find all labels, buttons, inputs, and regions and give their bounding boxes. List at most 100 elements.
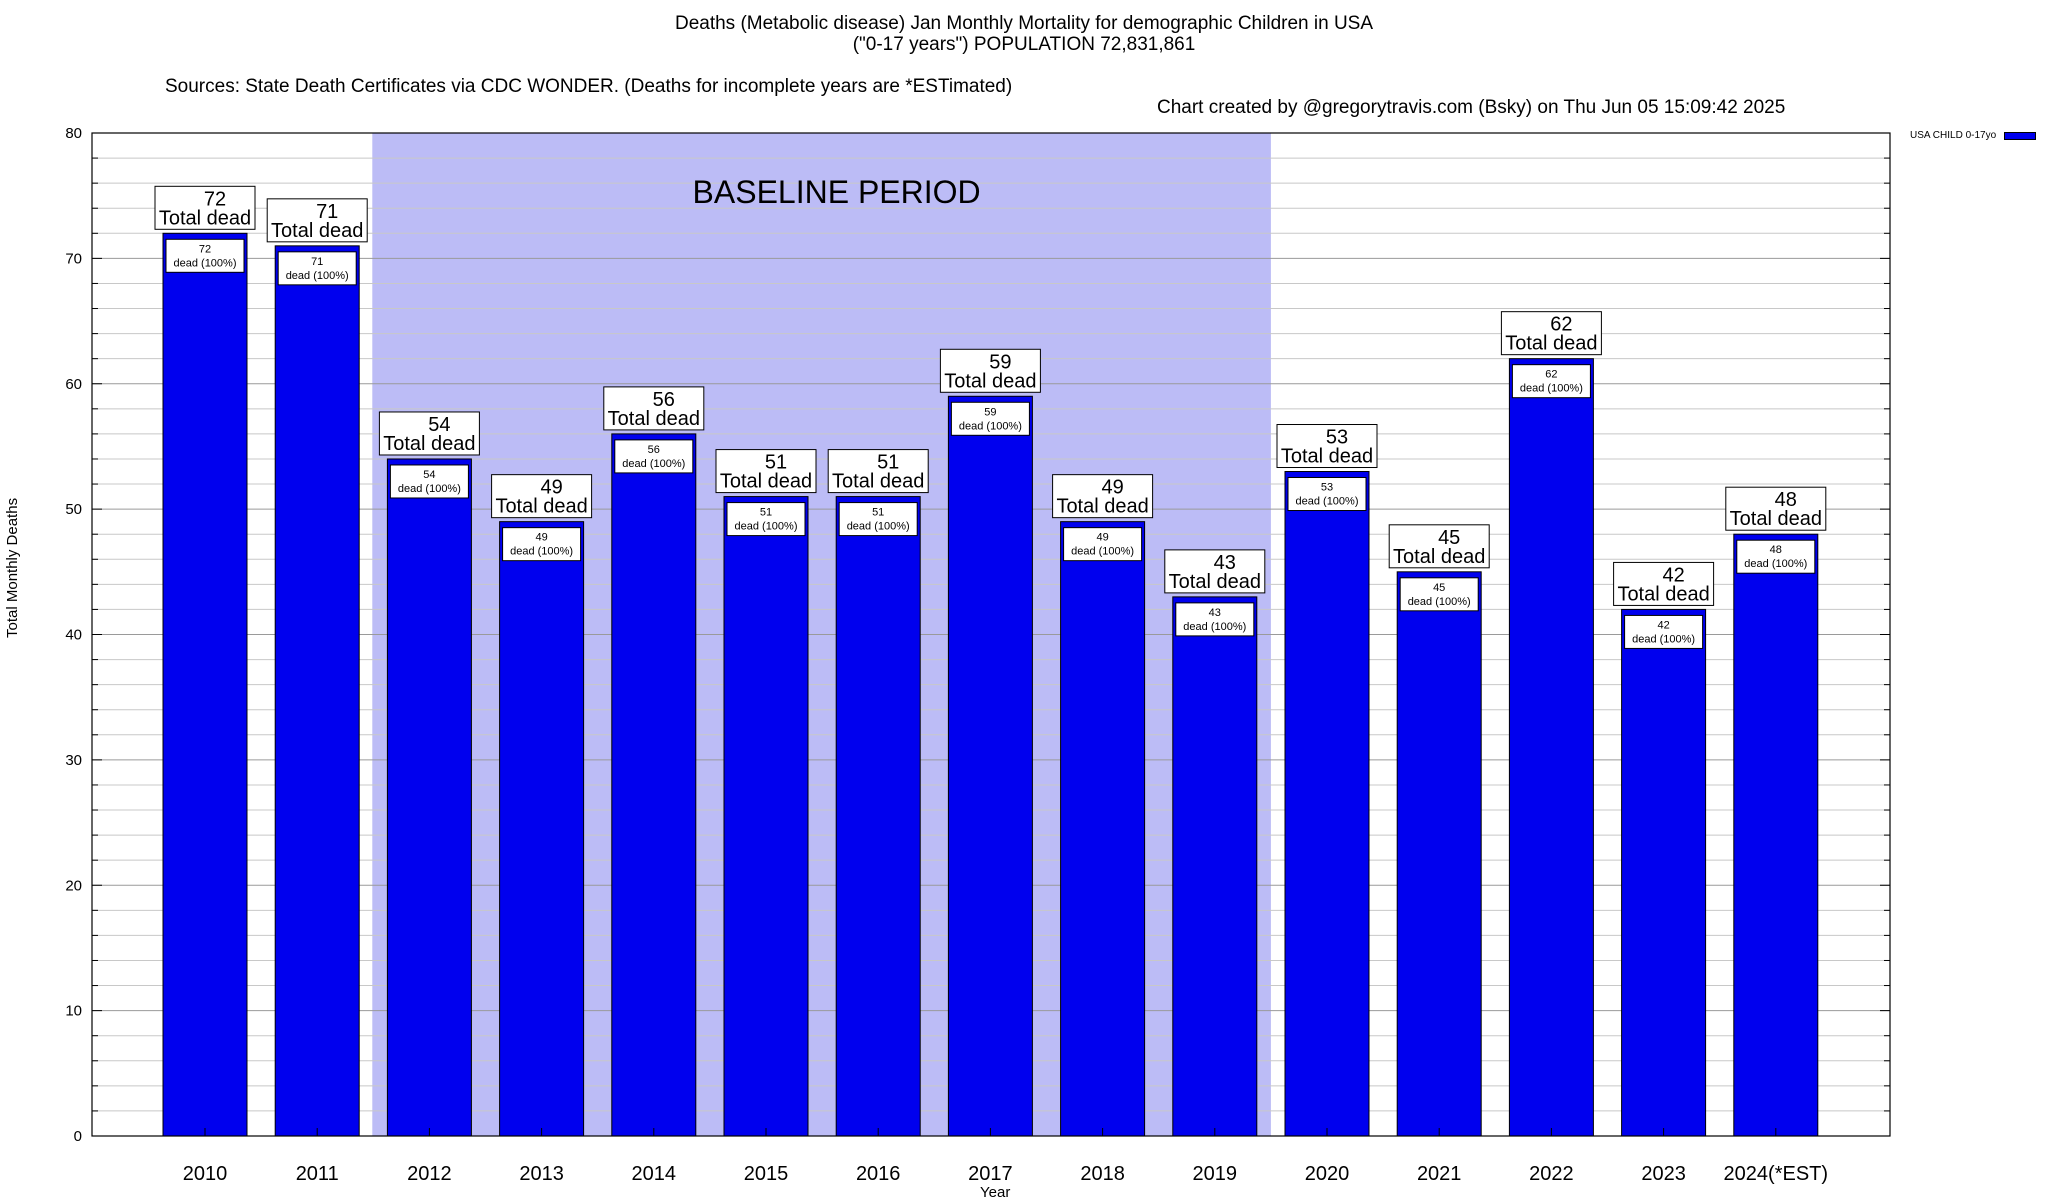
- bar-top-value: 59: [989, 351, 1011, 373]
- bar-top-label-box: [1276, 424, 1378, 469]
- bar-inner-value: 43: [1209, 607, 1221, 619]
- bar-inner-caption: dead (100%): [1632, 633, 1695, 645]
- bar-top-value: 45: [1438, 527, 1460, 549]
- bar-top-caption: Total dead: [832, 471, 924, 493]
- legend: USA CHILD 0-17yo: [1910, 130, 2037, 141]
- bar-top-label-box: [1500, 311, 1602, 356]
- bar-top-caption: Total dead: [1617, 583, 1709, 605]
- bar-inner-label-box: [1175, 602, 1255, 637]
- x-tick-label: 2021: [1417, 1163, 1462, 1185]
- bar-inner-caption: dead (100%): [398, 483, 461, 495]
- bar: [386, 458, 472, 1137]
- bar-top-caption: Total dead: [1281, 446, 1373, 468]
- x-tick-label: 2018: [1080, 1163, 1125, 1185]
- sources-note: Sources: State Death Certificates via CD…: [165, 76, 1013, 97]
- bar: [835, 496, 921, 1137]
- y-tick-label: 70: [65, 250, 82, 267]
- x-tick-label: 2012: [407, 1163, 452, 1185]
- bar-inner-caption: dead (100%): [510, 546, 573, 558]
- bar-inner-value: 49: [1096, 532, 1108, 544]
- bar-top-label-box: [1613, 561, 1715, 606]
- bar: [1060, 521, 1146, 1137]
- x-tick-label: 2015: [744, 1163, 789, 1185]
- bar-top-label-box: [1164, 549, 1266, 594]
- bar-inner-value: 62: [1545, 369, 1557, 381]
- y-tick-label: 40: [65, 627, 82, 644]
- y-tick-label: 60: [65, 376, 82, 393]
- bar-top-value: 54: [428, 414, 450, 436]
- bar-top-value: 48: [1775, 489, 1797, 511]
- chart-sources-line: Sources: State Death Certificates via CD…: [0, 55, 1785, 118]
- bar-inner-label-box: [1063, 527, 1143, 562]
- x-tick-label: 2019: [1193, 1163, 1238, 1185]
- bar: [162, 232, 248, 1137]
- bar-top-value: 49: [540, 477, 562, 499]
- bar-inner-label-box: [502, 527, 582, 562]
- bar: [1733, 533, 1819, 1137]
- bar-top-caption: Total dead: [1730, 508, 1822, 530]
- bar: [611, 433, 697, 1137]
- x-axis-label: Year: [980, 1184, 1011, 1201]
- y-tick-label: 0: [74, 1128, 82, 1145]
- bar-top-caption: Total dead: [495, 496, 587, 518]
- bar-inner-label-box: [614, 439, 694, 474]
- bar: [1621, 608, 1707, 1137]
- x-tick-label: 2013: [519, 1163, 564, 1185]
- bar-inner-label-box: [726, 502, 806, 537]
- bar-inner-caption: dead (100%): [1520, 383, 1583, 395]
- bar-top-caption: Total dead: [720, 471, 812, 493]
- x-tick-label: 2023: [1641, 1163, 1686, 1185]
- bar-top-caption: Total dead: [159, 207, 251, 229]
- x-tick-label: 2020: [1305, 1163, 1350, 1185]
- bar-top-value: 43: [1214, 552, 1236, 574]
- bar-inner-label-box: [1736, 539, 1816, 574]
- bar-inner-value: 72: [199, 243, 211, 255]
- bar-inner-caption: dead (100%): [174, 257, 237, 269]
- y-tick-label: 30: [65, 752, 82, 769]
- x-tick-label: 2016: [856, 1163, 901, 1185]
- bar-top-value: 53: [1326, 427, 1348, 449]
- bar-top-caption: Total dead: [271, 220, 363, 242]
- x-tick-label: 2017: [968, 1163, 1013, 1185]
- bar-inner-value: 53: [1321, 482, 1333, 494]
- bar-inner-label-box: [389, 464, 469, 499]
- bar-top-label-box: [491, 474, 593, 519]
- bar-top-value: 51: [765, 452, 787, 474]
- bar-inner-value: 51: [872, 507, 884, 519]
- bar-inner-value: 54: [423, 469, 435, 481]
- bar-inner-value: 71: [311, 256, 323, 268]
- bar-top-label-box: [1388, 524, 1490, 569]
- bar: [1396, 571, 1482, 1137]
- bar-top-label-box: [939, 348, 1041, 393]
- bar-top-label-box: [603, 386, 705, 431]
- bar-top-label-box: [827, 449, 929, 494]
- bar: [723, 496, 809, 1137]
- bar-inner-label-box: [165, 238, 245, 273]
- chart-title: Deaths (Metabolic disease) Jan Monthly M…: [674, 13, 1374, 34]
- bar-inner-caption: dead (100%): [1408, 596, 1471, 608]
- bar-inner-value: 48: [1770, 544, 1782, 556]
- bar-top-value: 62: [1550, 314, 1572, 336]
- x-tick-label: 2024(*EST): [1724, 1163, 1829, 1185]
- bar-inner-value: 42: [1657, 619, 1669, 631]
- bar-top-caption: Total dead: [383, 433, 475, 455]
- bar-top-label-box: [378, 411, 480, 456]
- bar-inner-value: 49: [535, 532, 547, 544]
- bar-inner-caption: dead (100%): [959, 420, 1022, 432]
- bar-top-value: 42: [1662, 564, 1684, 586]
- x-tick-label: 2022: [1529, 1163, 1574, 1185]
- bar: [274, 245, 360, 1137]
- bar-inner-caption: dead (100%): [286, 270, 349, 282]
- bar-inner-label-box: [1287, 477, 1367, 512]
- bar-top-caption: Total dead: [1393, 546, 1485, 568]
- bar-top-label-box: [1725, 486, 1827, 531]
- bar-top-label-box: [266, 198, 368, 243]
- bar-inner-caption: dead (100%): [1183, 621, 1246, 633]
- bar-top-label-box: [1052, 474, 1154, 519]
- x-tick-label: 2010: [183, 1163, 228, 1185]
- bar-inner-value: 45: [1433, 582, 1445, 594]
- bar-inner-caption: dead (100%): [622, 458, 685, 470]
- bar-top-caption: Total dead: [608, 408, 700, 430]
- bar-inner-label-box: [1511, 364, 1591, 399]
- y-tick-label: 80: [65, 125, 82, 142]
